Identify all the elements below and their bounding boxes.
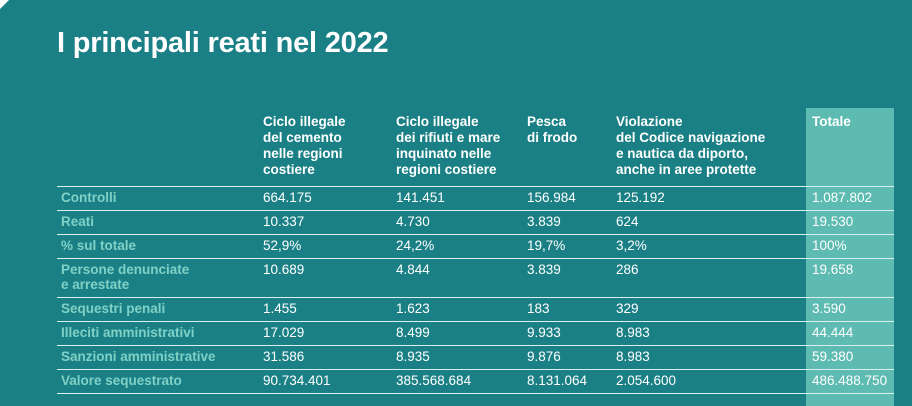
cell-totale: 59.380 — [805, 345, 894, 370]
cell-violazione: 3,2% — [612, 234, 805, 259]
row-label: Persone denunciate e arrestate — [57, 258, 259, 298]
cell-pesca: 156.984 — [523, 186, 612, 211]
table-row-illeciti-amministrativi: Illeciti amministrativi 17.029 8.499 9.9… — [57, 321, 894, 346]
cell-pesca: 3.839 — [523, 210, 612, 235]
cell-rifiuti: 385.568.684 — [392, 369, 523, 394]
cell-rifiuti: 1.623 — [392, 297, 523, 322]
cell-pesca: 3.839 — [523, 258, 612, 298]
cell-pesca: 8.131.064 — [523, 369, 612, 394]
cell-cemento: 664.175 — [259, 186, 392, 211]
cell-totale: 486.488.750 — [805, 369, 894, 394]
cell-cemento: 31.586 — [259, 345, 392, 370]
crimes-table: Ciclo illegale del cemento nelle regioni… — [57, 108, 894, 394]
table-row-sanzioni-amministrative: Sanzioni amministrative 31.586 8.935 9.8… — [57, 345, 894, 370]
cell-violazione: 8.983 — [612, 321, 805, 346]
table-row-reati: Reati 10.337 4.730 3.839 624 19.530 — [57, 210, 894, 235]
cell-rifiuti: 8.935 — [392, 345, 523, 370]
page-title: I principali reati nel 2022 — [57, 27, 389, 59]
cell-cemento: 90.734.401 — [259, 369, 392, 394]
header-pesca-frodo: Pesca di frodo — [527, 114, 578, 145]
cell-cemento: 52,9% — [259, 234, 392, 259]
header-totale: Totale — [812, 114, 851, 129]
row-label: Sanzioni amministrative — [57, 345, 259, 370]
row-label: Reati — [57, 210, 259, 235]
header-violazione-codice: Violazione del Codice navigazione e naut… — [616, 114, 766, 177]
cell-totale: 1.087.802 — [805, 186, 894, 211]
table-row-controlli: Controlli 664.175 141.451 156.984 125.19… — [57, 186, 894, 211]
header-ciclo-cemento: Ciclo illegale del cemento nelle regioni… — [263, 114, 346, 177]
cell-cemento: 1.455 — [259, 297, 392, 322]
cell-violazione: 125.192 — [612, 186, 805, 211]
row-label: Illeciti amministrativi — [57, 321, 259, 346]
header-ciclo-rifiuti: Ciclo illegale dei rifiuti e mare inquin… — [396, 114, 501, 177]
header-label — [57, 108, 259, 187]
cell-cemento: 10.337 — [259, 210, 392, 235]
table-row-persone-denunciate: Persone denunciate e arrestate 10.689 4.… — [57, 258, 894, 298]
cell-totale: 19.530 — [805, 210, 894, 235]
row-label: Valore sequestrato — [57, 369, 259, 394]
row-label: Controlli — [57, 186, 259, 211]
cell-totale: 3.590 — [805, 297, 894, 322]
cell-pesca: 19,7% — [523, 234, 612, 259]
cell-violazione: 8.983 — [612, 345, 805, 370]
cell-violazione: 624 — [612, 210, 805, 235]
cell-totale: 100% — [805, 234, 894, 259]
cell-rifiuti: 141.451 — [392, 186, 523, 211]
cell-violazione: 2.054.600 — [612, 369, 805, 394]
crimes-table-container: Ciclo illegale del cemento nelle regioni… — [57, 108, 894, 394]
cell-rifiuti: 8.499 — [392, 321, 523, 346]
table-row-percentuale: % sul totale 52,9% 24,2% 19,7% 3,2% 100% — [57, 234, 894, 259]
row-label: % sul totale — [57, 234, 259, 259]
cell-cemento: 17.029 — [259, 321, 392, 346]
corner-marker — [0, 0, 9, 9]
cell-rifiuti: 4.730 — [392, 210, 523, 235]
row-label: Sequestri penali — [57, 297, 259, 322]
table-header-row: Ciclo illegale del cemento nelle regioni… — [57, 108, 894, 187]
cell-pesca: 183 — [523, 297, 612, 322]
cell-pesca: 9.933 — [523, 321, 612, 346]
cell-totale: 19.658 — [805, 258, 894, 298]
cell-pesca: 9.876 — [523, 345, 612, 370]
table-row-sequestri-penali: Sequestri penali 1.455 1.623 183 329 3.5… — [57, 297, 894, 322]
cell-violazione: 329 — [612, 297, 805, 322]
table-row-valore-sequestrato: Valore sequestrato 90.734.401 385.568.68… — [57, 369, 894, 394]
cell-violazione: 286 — [612, 258, 805, 298]
cell-cemento: 10.689 — [259, 258, 392, 298]
cell-rifiuti: 4.844 — [392, 258, 523, 298]
cell-totale: 44.444 — [805, 321, 894, 346]
cell-rifiuti: 24,2% — [392, 234, 523, 259]
